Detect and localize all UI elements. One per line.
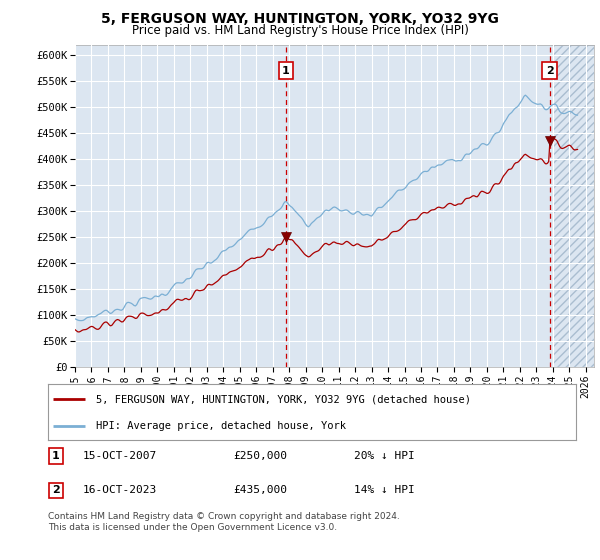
Text: 1: 1 <box>52 451 60 461</box>
Text: 16-OCT-2023: 16-OCT-2023 <box>82 486 157 496</box>
Text: 5, FERGUSON WAY, HUNTINGTON, YORK, YO32 9YG (detached house): 5, FERGUSON WAY, HUNTINGTON, YORK, YO32 … <box>95 394 470 404</box>
Text: 20% ↓ HPI: 20% ↓ HPI <box>354 451 415 461</box>
Text: 15-OCT-2007: 15-OCT-2007 <box>82 451 157 461</box>
Text: HPI: Average price, detached house, York: HPI: Average price, detached house, York <box>95 421 346 431</box>
Text: 2: 2 <box>545 66 553 76</box>
Text: 2: 2 <box>52 486 60 496</box>
Text: £435,000: £435,000 <box>233 486 287 496</box>
Text: Contains HM Land Registry data © Crown copyright and database right 2024.
This d: Contains HM Land Registry data © Crown c… <box>48 512 400 532</box>
Bar <box>553 45 594 367</box>
Text: £250,000: £250,000 <box>233 451 287 461</box>
Text: Price paid vs. HM Land Registry's House Price Index (HPI): Price paid vs. HM Land Registry's House … <box>131 24 469 36</box>
Text: 14% ↓ HPI: 14% ↓ HPI <box>354 486 415 496</box>
Text: 5, FERGUSON WAY, HUNTINGTON, YORK, YO32 9YG: 5, FERGUSON WAY, HUNTINGTON, YORK, YO32 … <box>101 12 499 26</box>
Text: 1: 1 <box>282 66 290 76</box>
